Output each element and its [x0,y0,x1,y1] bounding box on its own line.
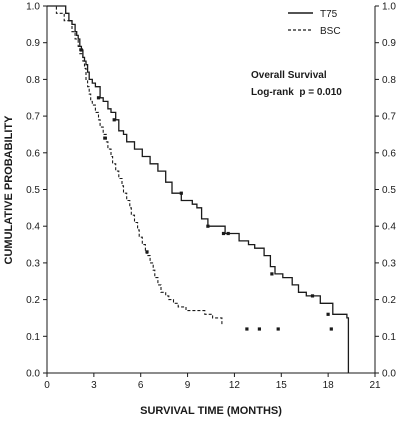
y-axis-ticks-left: 0.0 0.1 0.2 0.3 0.4 0.5 0.6 0.7 0.8 0.9 1.0 [26,2,47,380]
y-tick-label-right: 0.1 [382,332,396,343]
y-tick-label-right: 0.7 [382,112,396,123]
y-tick-label-left: 0.5 [26,185,40,196]
legend: T75 BSC [288,9,341,37]
x-tick-label: 18 [323,380,335,391]
censor-mark-t75 [326,312,330,316]
x-tick-label: 21 [369,380,381,391]
y-tick-label-right: 0.2 [382,295,396,306]
censor-mark-t75 [96,96,101,100]
y-tick-label-left: 0.4 [26,222,40,233]
y-tick-label-left: 0.8 [26,75,40,86]
series-line-bsc [47,5,223,326]
censor-mark-bsc [145,250,149,254]
annotation-overall-survival: Overall Survival [251,70,327,81]
censor-mark-t75 [270,272,274,276]
y-tick-label-right: 0.5 [382,185,396,196]
y-tick-label-left: 0.3 [26,258,40,269]
y-tick-label-right: 0.6 [382,148,396,159]
y-tick-label-right: 0.4 [382,222,396,233]
y-axis-ticks-right: 0.0 0.1 0.2 0.3 0.4 0.5 0.6 0.7 0.8 0.9 1.0 [375,2,396,380]
series-layer [47,5,350,373]
censor-mark-bsc [257,327,261,331]
y-tick-label-right: 0.3 [382,258,396,269]
censor-mark-bsc [245,327,249,331]
series-line-t75 [47,5,350,373]
legend-label-t75: T75 [320,9,338,20]
legend-label-bsc: BSC [320,26,341,37]
y-tick-label-right: 1.0 [382,2,396,13]
censor-mark-bsc [276,327,280,331]
x-axis-ticks: 0 3 6 9 12 15 18 21 [44,373,381,391]
censor-mark-bsc [103,136,107,140]
x-tick-label: 6 [138,380,144,391]
x-tick-label: 15 [276,380,288,391]
y-tick-label-left: 0.0 [26,369,40,380]
y-tick-label-left: 0.6 [26,148,40,159]
y-tick-label-right: 0.8 [382,75,396,86]
y-tick-label-left: 0.9 [26,38,40,49]
x-tick-label: 9 [185,380,191,391]
censor-mark-t75 [206,224,210,228]
censor-mark-t75 [221,231,226,236]
x-tick-label: 0 [44,380,50,391]
y-tick-label-left: 0.2 [26,295,40,306]
x-axis-title: SURVIVAL TIME (MONTHS) [140,405,282,417]
censor-mark-t75 [310,294,315,298]
y-axis-title: CUMULATIVE PROBABILITY [3,115,15,265]
x-tick-label: 3 [91,380,97,391]
censor-mark-t75 [112,118,116,122]
y-tick-label-left: 0.7 [26,112,40,123]
censor-mark-bsc [329,327,333,331]
censor-mark-t75 [79,48,83,52]
chart-axes [46,6,376,374]
censor-mark-t75 [226,231,230,236]
series-t75 [47,5,350,373]
x-tick-label: 12 [229,380,241,391]
y-tick-label-right: 0.9 [382,38,396,49]
censor-mark-t75 [179,191,183,195]
annotation-logrank: Log-rank p = 0.010 [251,87,342,98]
y-tick-label-left: 1.0 [26,2,40,13]
y-tick-label-right: 0.0 [382,369,396,380]
series-bsc [47,5,333,331]
y-tick-label-left: 0.1 [26,332,40,343]
